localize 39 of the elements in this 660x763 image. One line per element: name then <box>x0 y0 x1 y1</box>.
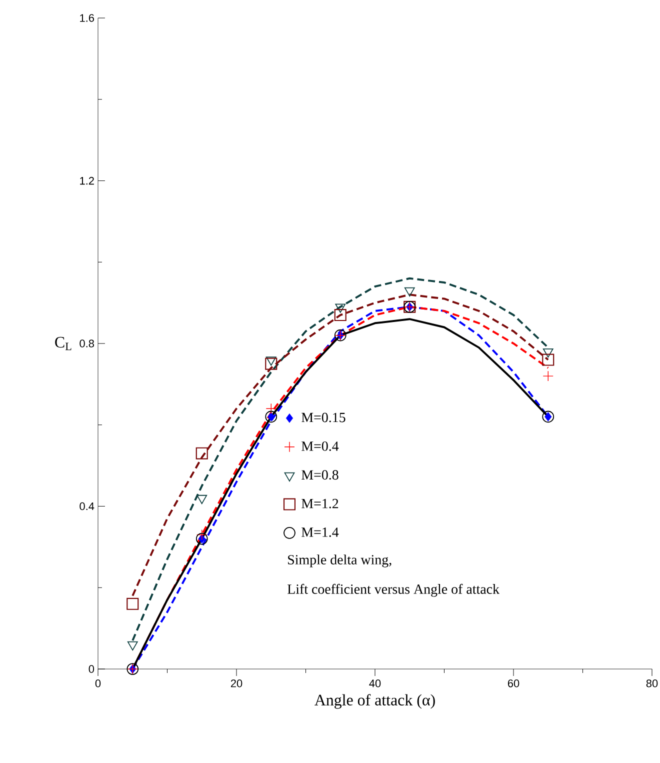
x-tick-label: 20 <box>230 680 242 688</box>
y-tick-label: 0 <box>88 665 94 673</box>
y-tick-label: 1.6 <box>80 14 94 22</box>
x-tick-label: 40 <box>369 680 381 688</box>
y-tick-label: 0.4 <box>80 502 94 510</box>
point <box>196 529 208 540</box>
legend-label: M=1.2 <box>302 498 338 508</box>
y-tick-label: 0.8 <box>80 340 94 348</box>
x-axis-title: Angle of attack (α) <box>314 694 435 709</box>
point <box>542 410 554 423</box>
legend-label: M=0.8 <box>302 470 338 480</box>
point <box>542 348 554 358</box>
x-tick-label: 80 <box>646 680 658 688</box>
point <box>404 287 415 297</box>
point <box>196 494 208 504</box>
legend-label: M=0.15 <box>302 412 346 422</box>
point <box>266 356 276 366</box>
point <box>126 598 139 610</box>
point <box>265 358 278 370</box>
point <box>196 532 208 545</box>
point <box>265 410 278 423</box>
point <box>198 534 206 544</box>
point <box>268 412 275 422</box>
point <box>266 403 276 414</box>
y-tick-label: 1.2 <box>80 176 94 185</box>
point <box>335 304 346 313</box>
x-tick-label: 0 <box>95 680 101 688</box>
point <box>334 308 346 322</box>
point <box>542 370 554 382</box>
annotation: Lift coefficient versus Angle of attack <box>288 584 500 597</box>
point <box>542 354 554 366</box>
y-axis-title: C$_{L}$ <box>55 336 72 350</box>
x-tick-label: 60 <box>508 680 520 688</box>
point <box>196 447 208 460</box>
point <box>127 641 138 651</box>
annotation: Simple delta wing, <box>288 554 392 568</box>
legend-label: M=1.4 <box>302 528 339 537</box>
point <box>544 412 552 422</box>
legend-label: M=0.4 <box>302 441 339 451</box>
